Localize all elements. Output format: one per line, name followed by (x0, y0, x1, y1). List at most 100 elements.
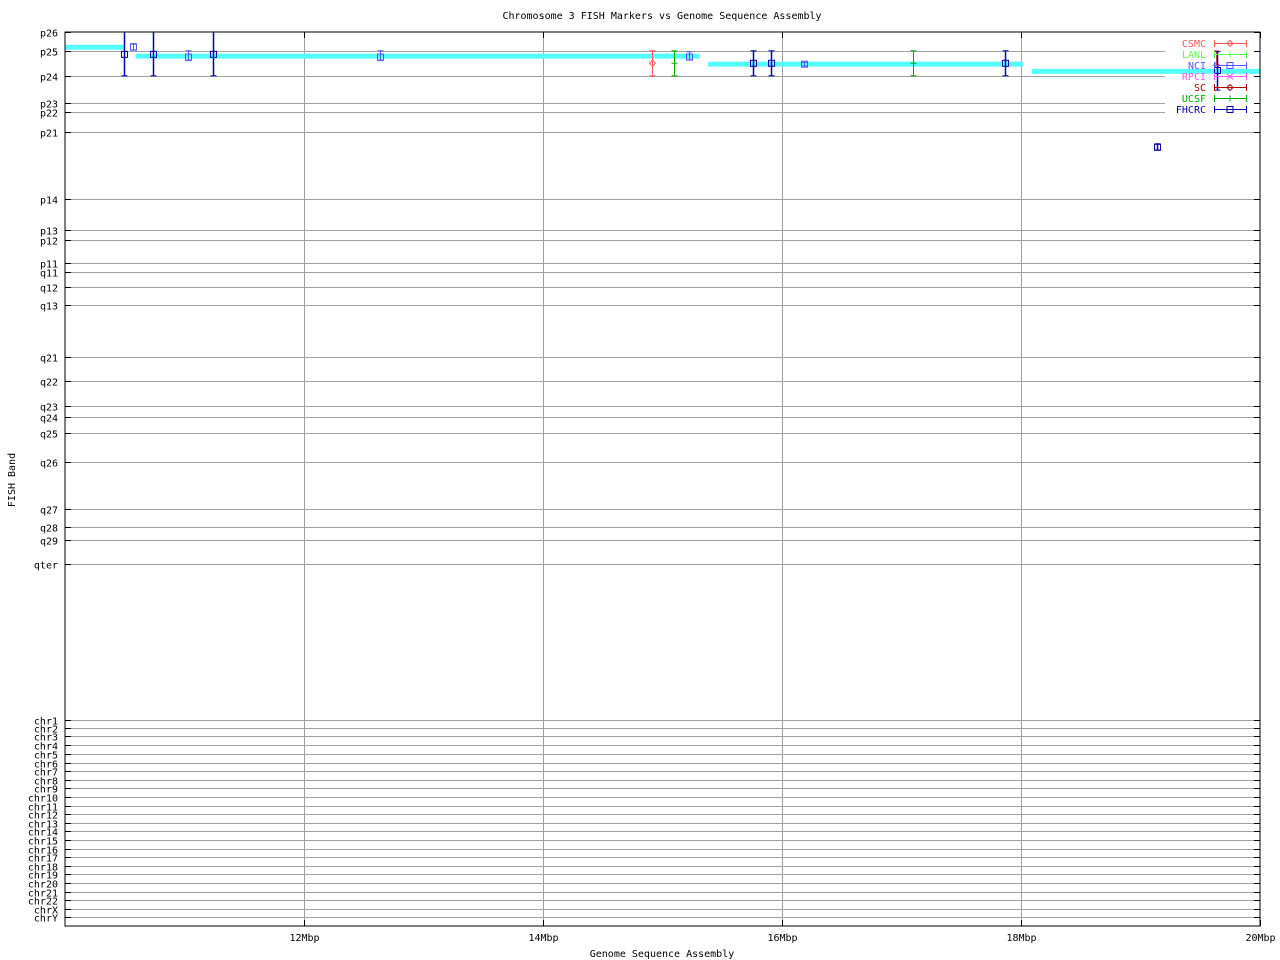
data-point-fhcrc (750, 50, 757, 77)
square-marker (768, 59, 775, 67)
plus-marker (1227, 95, 1233, 102)
legend-entry-csmc: CSMC (1182, 39, 1247, 50)
grid (65, 32, 1260, 926)
y-tick-label: p11 (40, 260, 58, 271)
y-tick-label: p24 (40, 73, 58, 84)
x-tick-label: 18Mbp (1006, 933, 1036, 944)
square-marker (1226, 106, 1234, 113)
y-tick-label: chr20 (28, 880, 58, 891)
y-tick-label: q22 (40, 378, 58, 389)
data-point-fhcrc (768, 50, 775, 77)
y-tick-label: chr19 (28, 871, 58, 882)
y-tick-label: q26 (40, 459, 58, 470)
y-tick-label: q27 (40, 506, 58, 517)
y-tick-label: chr18 (28, 863, 58, 874)
y-tick-label: chr1 (34, 717, 58, 728)
y-tick-label: chr8 (34, 777, 58, 788)
data-point-nci (130, 43, 137, 51)
legend-label: CSMC (1182, 39, 1206, 50)
legend-entry-ucsf: UCSF (1182, 94, 1247, 105)
y-tick-label: chr10 (28, 794, 58, 805)
y-tick-label: p22 (40, 109, 58, 120)
data-point-fhcrc (1214, 51, 1221, 91)
data-point-fhcrc (1002, 50, 1009, 77)
square-marker (686, 53, 693, 61)
square-marker (121, 50, 128, 58)
y-tick-label: chr12 (28, 811, 58, 822)
cross-marker (1226, 73, 1234, 80)
diamond-marker (648, 59, 657, 67)
y-tick-label: q24 (40, 414, 58, 425)
y-tick-label: p21 (40, 129, 58, 140)
data-point-ucsf (671, 50, 678, 77)
y-tick-label: p12 (40, 237, 58, 248)
y-tick-label: q21 (40, 354, 58, 365)
data-point-nci (185, 50, 192, 62)
y-tick-label: chr16 (28, 846, 58, 857)
square-marker (801, 60, 808, 68)
plot-border (64, 31, 1261, 927)
square-marker (1226, 62, 1234, 69)
diamond-marker (1226, 83, 1234, 92)
x-axis-label: Genome Sequence Assembly (590, 949, 735, 960)
legend-label: LANL (1182, 50, 1206, 61)
y-tick-label: chr17 (28, 854, 58, 865)
legend-label: NCI (1188, 61, 1206, 72)
legend-entry-lanl: LANL (1182, 50, 1247, 61)
y-tick-label: chr13 (28, 820, 58, 831)
square-marker (1214, 66, 1221, 74)
y-tick-label: chr9 (34, 785, 58, 796)
assembly-segments (65, 44, 1260, 74)
plus-marker (671, 60, 678, 67)
legend-label: RPCI (1182, 72, 1206, 83)
square-marker (750, 59, 757, 67)
y-tick-label: q25 (40, 430, 58, 441)
y-tick-label: q23 (40, 403, 58, 414)
data-point-nci (686, 51, 693, 61)
square-marker (185, 53, 192, 61)
y-tick-label: chr4 (34, 742, 58, 753)
square-marker (210, 50, 217, 58)
y-tick-label: chr3 (34, 733, 58, 744)
y-tick-label: p13 (40, 227, 58, 238)
legend-entry-rpci: RPCI (1182, 72, 1247, 83)
y-tick-label: p26 (40, 29, 58, 40)
legend-entry-sc: SC (1194, 83, 1247, 94)
chart-title: Chromosome 3 FISH Markers vs Genome Sequ… (502, 11, 821, 22)
y-tick-label: chrX (34, 906, 58, 917)
square-marker (150, 50, 157, 58)
y-tick-label: chr11 (28, 803, 58, 814)
y-tick-label: p23 (40, 100, 58, 111)
y-tick-label: chr6 (34, 760, 58, 771)
legend-entry-fhcrc: FHCRC (1176, 105, 1247, 116)
data-point-csmc (648, 50, 657, 77)
legend-label: UCSF (1182, 94, 1206, 105)
data-point-nci (801, 60, 808, 68)
y-tick-label: chr15 (28, 837, 58, 848)
x-tick-label: 12Mbp (289, 933, 319, 944)
y-tick-label: q29 (40, 537, 58, 548)
legend-entry-nci: NCI (1188, 61, 1247, 72)
y-tick-label: chr5 (34, 751, 58, 762)
plus-marker (910, 60, 917, 67)
y-tick-label: chr22 (28, 897, 58, 908)
y-tick-label: chr7 (34, 768, 58, 779)
y-tick-label: chr14 (28, 828, 58, 839)
y-tick-label: q28 (40, 524, 58, 535)
y-tick-label: q13 (40, 302, 58, 313)
diamond-marker (1226, 39, 1234, 48)
square-marker (1154, 143, 1161, 151)
y-tick-label: chr2 (34, 725, 58, 736)
legend-background (1165, 36, 1255, 114)
x-tick-label: 14Mbp (528, 933, 558, 944)
plus-marker (1227, 51, 1233, 58)
y-tick-label: chr21 (28, 889, 58, 900)
data-point-ucsf (910, 50, 917, 77)
data-point-nci (377, 50, 384, 62)
square-marker (377, 53, 384, 61)
x-tick-label: 20Mbp (1245, 933, 1275, 944)
square-marker (1002, 59, 1009, 67)
y-axis-label: FISH Band (7, 453, 18, 507)
y-tick-label: p14 (40, 196, 58, 207)
